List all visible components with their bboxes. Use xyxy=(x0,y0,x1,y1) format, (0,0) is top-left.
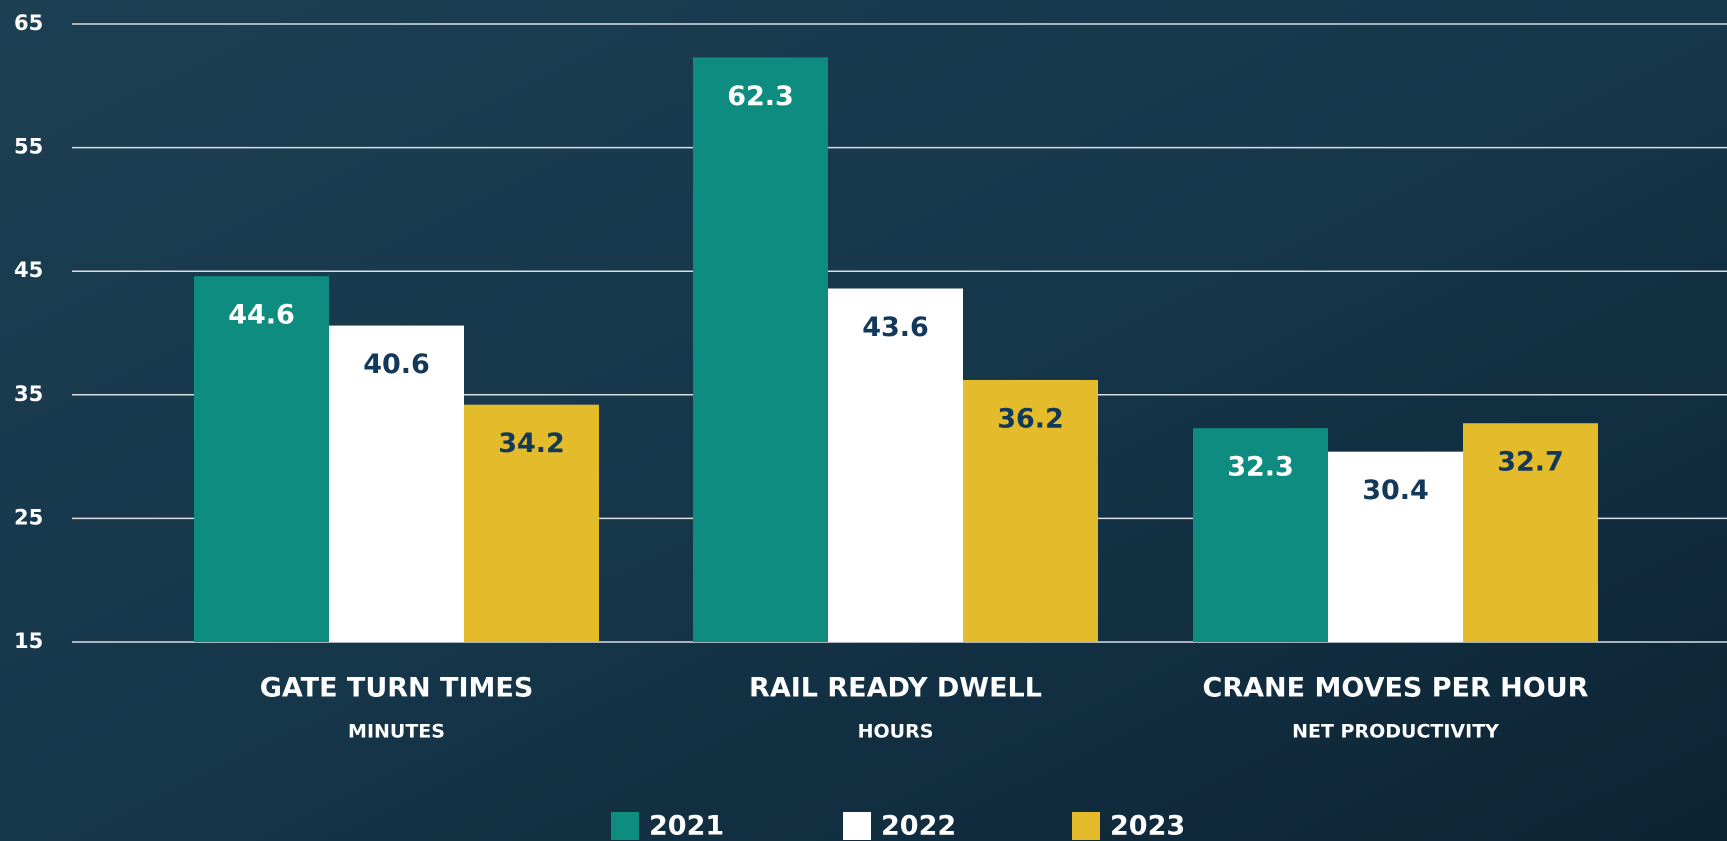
data-label: 32.7 xyxy=(1497,447,1564,478)
legend-swatch xyxy=(843,812,871,840)
data-label: 34.2 xyxy=(498,428,565,459)
data-label: 32.3 xyxy=(1227,452,1294,483)
data-label: 44.6 xyxy=(228,300,295,331)
category-subtitle: NET PRODUCTIVITY xyxy=(1292,721,1499,743)
x-tick-label: CRANE MOVES PER HOUR xyxy=(1203,673,1589,704)
y-tick-label: 15 xyxy=(14,629,43,653)
y-tick-label: 35 xyxy=(14,382,43,406)
category-subtitle: MINUTES xyxy=(348,721,445,743)
category-subtitle: HOURS xyxy=(858,721,934,743)
data-label: 30.4 xyxy=(1362,475,1429,506)
data-label: 62.3 xyxy=(727,81,794,112)
bar xyxy=(194,276,329,642)
data-label: 40.6 xyxy=(363,349,430,380)
legend-swatch xyxy=(1072,812,1100,840)
legend-label: 2023 xyxy=(1110,811,1185,841)
y-tick-label: 55 xyxy=(14,135,43,159)
x-tick-label: RAIL READY DWELL xyxy=(749,673,1042,704)
y-tick-label: 25 xyxy=(14,505,43,529)
data-label: 43.6 xyxy=(862,312,929,343)
bar xyxy=(693,57,828,642)
data-label: 36.2 xyxy=(997,403,1064,434)
y-tick-label: 65 xyxy=(14,11,43,35)
legend-label: 2021 xyxy=(649,811,724,841)
legend-label: 2022 xyxy=(881,811,956,841)
chart: 15 25 35 45 55 65 44.6 62.3 32.3 40.6 43.6 30.4 34.2… xyxy=(0,0,1727,841)
legend-swatch xyxy=(611,812,639,840)
x-tick-label: GATE TURN TIMES xyxy=(260,673,534,704)
y-tick-label: 45 xyxy=(14,258,43,282)
